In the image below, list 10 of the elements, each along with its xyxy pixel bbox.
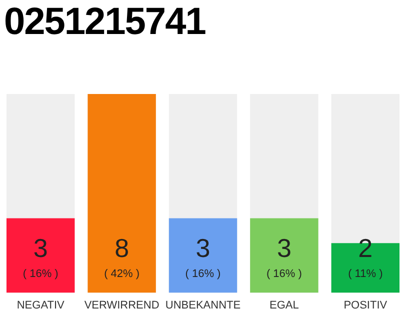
data-label: 8 ( 42% ) [104, 232, 140, 280]
x-tick-label: VERWIRREND [84, 299, 160, 312]
x-tick-label: POSITIV [344, 299, 388, 312]
chart-title: 0251215741 [4, 0, 206, 44]
data-label: 3 ( 16% ) [22, 232, 58, 280]
data-label: 3 ( 16% ) [266, 232, 302, 280]
x-tick-label: UNBEKANNTE [165, 299, 241, 312]
x-tick-label: NEGATIV [16, 299, 65, 312]
x-tick-label: EGAL [270, 299, 299, 312]
data-label: 3 ( 16% ) [185, 232, 221, 280]
